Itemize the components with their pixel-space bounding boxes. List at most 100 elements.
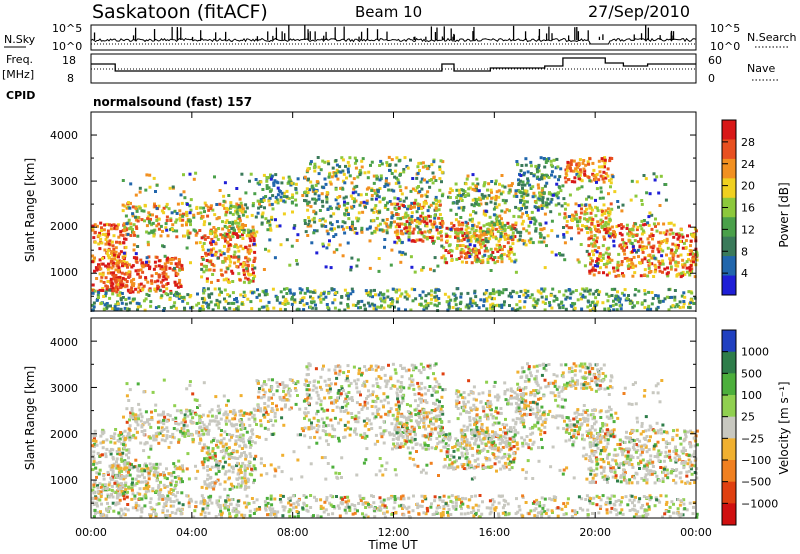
data-point	[641, 229, 645, 233]
data-point	[290, 201, 294, 205]
data-point	[286, 301, 290, 305]
data-point	[320, 192, 324, 196]
data-point	[161, 434, 165, 438]
data-point	[462, 237, 466, 241]
data-point	[398, 185, 402, 189]
data-point	[243, 471, 247, 475]
data-point	[525, 205, 529, 209]
data-point	[633, 293, 637, 297]
data-point	[334, 371, 338, 375]
data-point	[381, 218, 385, 222]
data-point	[280, 181, 284, 185]
data-point	[307, 362, 311, 366]
data-point	[589, 230, 593, 234]
data-point	[210, 243, 214, 246]
data-point	[117, 471, 121, 474]
data-point	[251, 432, 255, 436]
data-point	[395, 156, 399, 160]
data-point	[142, 476, 146, 480]
data-point	[617, 224, 621, 228]
data-point	[485, 297, 489, 301]
data-point	[207, 306, 211, 310]
data-point	[267, 176, 271, 179]
data-point	[469, 236, 473, 240]
data-point	[200, 262, 204, 266]
data-point	[247, 281, 251, 285]
data-point	[200, 297, 204, 301]
data-point	[567, 178, 570, 182]
data-point	[162, 422, 166, 426]
data-point	[654, 265, 658, 269]
data-point	[647, 270, 651, 274]
data-point	[465, 224, 469, 228]
data-point	[424, 392, 428, 396]
data-point	[155, 224, 159, 228]
data-point	[357, 416, 361, 420]
data-point	[157, 264, 161, 268]
data-point	[364, 308, 367, 311]
data-point	[263, 206, 266, 210]
data-point	[197, 434, 201, 438]
data-point	[395, 241, 399, 245]
data-point	[649, 270, 653, 273]
data-point	[250, 231, 254, 235]
data-point	[263, 380, 266, 384]
data-point	[646, 308, 650, 312]
data-point	[276, 186, 280, 190]
data-point	[365, 397, 368, 400]
data-point	[522, 293, 526, 297]
data-point	[651, 249, 655, 253]
data-point	[464, 305, 468, 309]
data-point	[226, 267, 230, 271]
data-point	[110, 252, 114, 255]
data-point	[588, 292, 592, 296]
data-point	[386, 295, 390, 299]
data-point	[438, 226, 442, 229]
data-point	[399, 217, 403, 221]
data-point	[128, 424, 132, 428]
data-point	[134, 413, 138, 417]
data-point	[279, 195, 283, 199]
data-point	[440, 220, 444, 223]
data-point	[595, 173, 599, 176]
data-point	[640, 202, 644, 206]
data-point	[422, 204, 426, 208]
data-point	[244, 224, 247, 227]
data-point	[241, 426, 245, 430]
data-point	[284, 393, 288, 397]
data-point	[123, 262, 127, 266]
data-point	[512, 252, 516, 256]
data-point	[171, 228, 174, 231]
data-point	[607, 230, 610, 234]
data-point	[437, 236, 440, 240]
data-point	[172, 470, 176, 474]
data-point	[101, 446, 105, 450]
data-point	[587, 252, 591, 256]
data-point	[281, 176, 285, 180]
data-point	[557, 191, 560, 195]
data-point	[593, 264, 597, 268]
data-point	[190, 409, 194, 413]
data-point	[449, 208, 453, 212]
data-point	[607, 252, 611, 256]
data-point	[579, 170, 583, 174]
data-point	[240, 205, 244, 209]
data-point	[97, 233, 101, 237]
data-point	[207, 303, 211, 307]
data-point	[308, 188, 312, 192]
data-point	[547, 157, 551, 161]
data-point	[481, 242, 485, 246]
data-point	[117, 278, 121, 282]
data-point	[99, 441, 103, 445]
data-point	[202, 242, 206, 245]
data-point	[418, 228, 422, 232]
data-point	[405, 403, 409, 406]
data-point	[489, 253, 493, 257]
data-point	[140, 473, 144, 477]
data-point	[360, 230, 364, 234]
data-point	[614, 294, 618, 298]
data-point	[153, 438, 157, 442]
data-point	[243, 474, 247, 478]
data-point	[484, 291, 488, 295]
data-point	[542, 289, 546, 293]
